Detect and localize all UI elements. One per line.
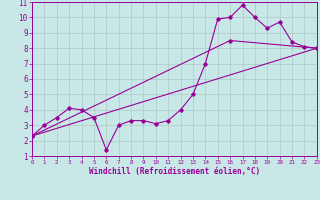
X-axis label: Windchill (Refroidissement éolien,°C): Windchill (Refroidissement éolien,°C) xyxy=(89,167,260,176)
